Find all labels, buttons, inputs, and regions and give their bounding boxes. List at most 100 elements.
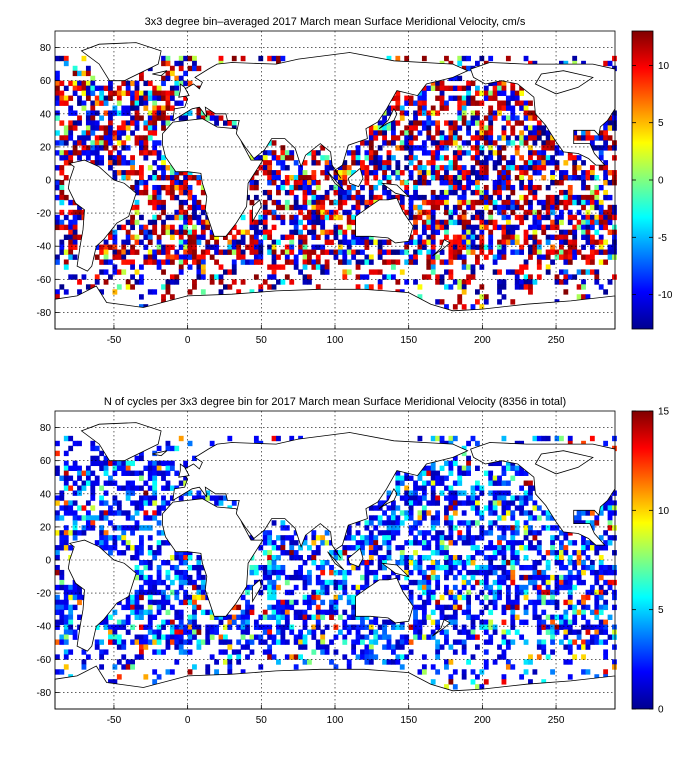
data-cell [488, 55, 494, 62]
data-cell [510, 160, 516, 166]
y-tick-label: -20 [37, 589, 52, 600]
data-cell [598, 564, 604, 571]
data-cell [479, 589, 485, 596]
data-cell [165, 259, 171, 265]
data-cell [479, 194, 485, 201]
data-cell [280, 624, 286, 630]
data-cell [276, 155, 281, 161]
data-cell [532, 279, 538, 285]
data-cell [240, 55, 246, 62]
data-cell [514, 505, 520, 511]
data-cell [501, 130, 507, 136]
data-cell [421, 229, 427, 236]
data-cell [391, 649, 396, 655]
data-cell [386, 175, 392, 181]
data-cell [470, 214, 476, 221]
data-cell [395, 480, 401, 486]
data-cell [461, 574, 467, 581]
data-cell [413, 184, 418, 191]
data-cell [567, 619, 573, 625]
data-cell [196, 199, 202, 206]
data-cell [85, 480, 91, 486]
data-cell [125, 545, 131, 551]
data-cell [284, 589, 290, 596]
data-cell [346, 170, 352, 176]
data-cell [435, 299, 441, 305]
data-cell [444, 120, 449, 126]
data-cell [563, 599, 569, 606]
data-cell [479, 125, 485, 131]
data-cell [174, 614, 180, 620]
data-cell [178, 209, 184, 216]
data-cell [505, 180, 511, 186]
data-cell [320, 589, 326, 596]
data-cell [99, 259, 105, 265]
data-cell [501, 535, 507, 541]
data-cell [501, 470, 507, 476]
data-cell [108, 125, 113, 131]
data-cell [196, 594, 202, 601]
data-cell [519, 90, 525, 96]
data-cell [351, 155, 357, 161]
data-cell [240, 254, 246, 260]
data-cell [461, 674, 467, 680]
data-cell [554, 589, 560, 596]
data-cell [139, 654, 144, 660]
data-cell [475, 85, 480, 91]
data-cell [351, 204, 357, 211]
data-cell [121, 485, 127, 491]
data-cell [497, 155, 502, 161]
data-cell [63, 289, 69, 295]
data-cell [461, 284, 467, 290]
data-cell [139, 535, 144, 541]
x-tick-label: 100 [327, 715, 344, 726]
data-cell [589, 239, 595, 245]
data-cell [550, 550, 555, 556]
data-cell [214, 259, 219, 265]
data-cell [470, 145, 476, 151]
data-cell [426, 130, 432, 136]
data-cell [360, 160, 365, 166]
data-cell [541, 619, 547, 625]
data-cell [523, 495, 529, 501]
data-cell [59, 95, 65, 101]
data-cell [435, 204, 441, 211]
data-cell [466, 569, 471, 576]
data-cell [368, 535, 374, 541]
data-cell [448, 120, 454, 126]
data-cell [298, 229, 303, 236]
data-cell [536, 435, 542, 442]
data-cell [479, 609, 485, 616]
data-cell [519, 105, 525, 111]
data-cell [386, 150, 392, 156]
data-cell [430, 140, 436, 146]
data-cell [612, 659, 617, 665]
data-cell [183, 95, 189, 101]
data-cell [395, 520, 401, 526]
data-cell [545, 224, 551, 231]
data-cell [174, 249, 180, 255]
data-cell [563, 60, 569, 67]
data-cell [311, 150, 317, 156]
data-cell [59, 55, 65, 62]
data-cell [293, 199, 299, 206]
data-cell [550, 209, 555, 216]
data-cell [444, 639, 449, 645]
data-cell [523, 520, 529, 526]
data-cell [475, 110, 480, 116]
data-cell [68, 614, 74, 620]
data-cell [284, 535, 290, 541]
data-cell [90, 284, 96, 290]
data-cell [55, 100, 60, 106]
data-cell [59, 100, 65, 106]
data-cell [452, 279, 458, 285]
data-cell [90, 460, 96, 467]
data-cell [536, 274, 542, 280]
data-cell [85, 470, 91, 476]
data-cell [302, 599, 308, 606]
data-cell [196, 214, 202, 221]
data-cell [576, 175, 582, 181]
data-cell [452, 239, 458, 245]
data-cell [483, 624, 489, 630]
data-cell [214, 614, 219, 620]
